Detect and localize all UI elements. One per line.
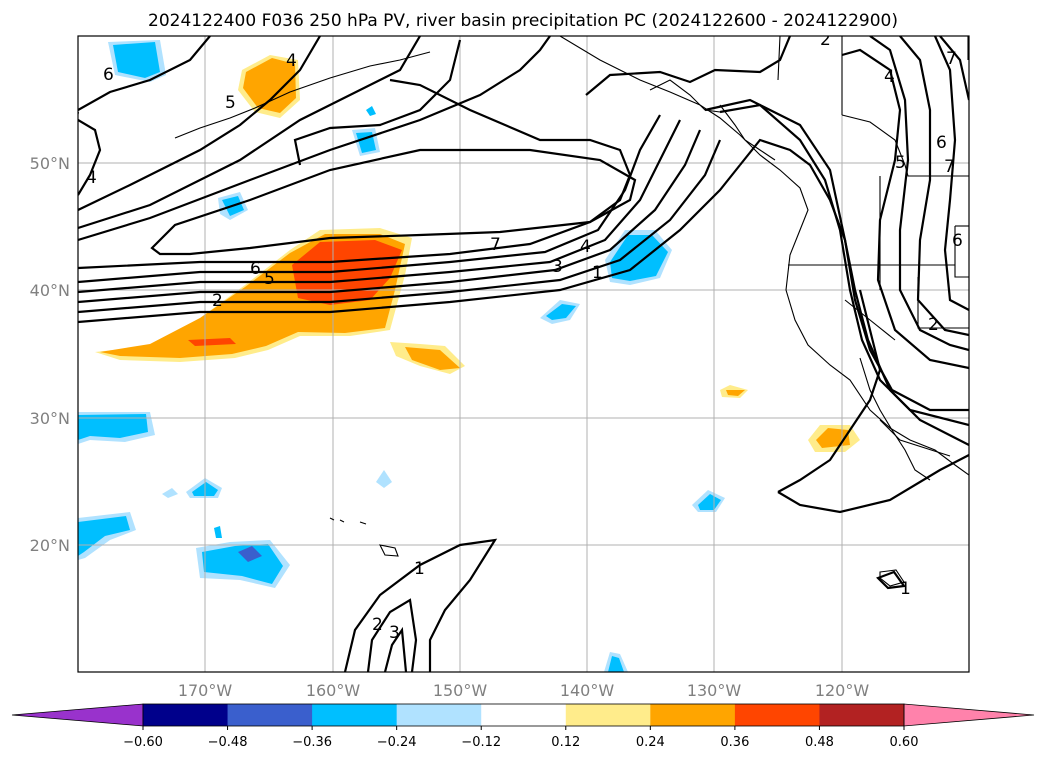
contour-label: 4	[286, 51, 297, 71]
colorbar-segment	[227, 704, 313, 726]
lon-label: 140°W	[560, 681, 615, 700]
colorbar-segment	[819, 704, 905, 726]
colorbar-segment	[312, 704, 398, 726]
colorbar-extend-min	[11, 703, 144, 727]
coastline	[174, 36, 969, 587]
colorbar-segment	[565, 704, 651, 726]
contour-label: 7	[944, 157, 955, 177]
colorbar-tick-label: −0.36	[292, 735, 332, 750]
contour-label: 4	[884, 67, 895, 87]
contour-label: 4	[580, 237, 591, 257]
map-title: 2024122400 F036 250 hPa PV, river basin …	[148, 11, 898, 31]
lat-label: 30°N	[30, 409, 70, 428]
contour-label: 2	[372, 615, 383, 635]
contour-label: 5	[225, 93, 236, 113]
lon-label: 130°W	[687, 681, 742, 700]
colorbar: −0.60 −0.48 −0.36 −0.24 −0.12 0.12 0.24 0.36 0.4…	[11, 703, 1035, 750]
contour-label: 3	[552, 257, 563, 277]
lat-label: 40°N	[30, 281, 70, 300]
colorbar-tick-label: 0.24	[636, 735, 665, 750]
colorbar-tick-label: −0.24	[377, 735, 417, 750]
colorbar-segment	[734, 704, 820, 726]
colorbar-tick-label: 0.48	[805, 735, 834, 750]
colorbar-tick-label: 0.12	[551, 735, 580, 750]
graticule	[78, 36, 969, 672]
colorbar-tick-label: −0.60	[123, 735, 163, 750]
latitude-labels: 50°N 40°N 30°N 20°N	[30, 154, 70, 555]
pv-contours	[78, 36, 969, 672]
contour-label: 5	[264, 269, 275, 289]
lon-label: 170°W	[178, 681, 233, 700]
contour-label: 2	[820, 30, 831, 50]
contour-label: 4	[86, 168, 97, 188]
colorbar-segment	[650, 704, 736, 726]
longitude-labels: 170°W 160°W 150°W 140°W 130°W 120°W	[178, 681, 870, 700]
contour-label: 2	[928, 315, 939, 335]
contour-label: 1	[414, 559, 425, 579]
map-panel: 6 4 5 4 2 7 6 5 2 7 4 3 1 6 1 2 3 1 7 6 …	[78, 30, 969, 672]
pv-contour-labels: 6 4 5 4 2 7 6 5 2 7 4 3 1 6 1 2 3 1 7 6 …	[86, 30, 963, 643]
lon-label: 120°W	[815, 681, 870, 700]
colorbar-segment	[143, 704, 229, 726]
colorbar-tick-label: 0.36	[720, 735, 749, 750]
colorbar-segment	[481, 704, 567, 726]
contour-label: 6	[103, 65, 114, 85]
contour-label: 2	[212, 291, 223, 311]
colorbar-tick-label: −0.12	[461, 735, 501, 750]
lon-label: 150°W	[433, 681, 488, 700]
lat-label: 20°N	[30, 536, 70, 555]
colorbar-extend-max	[903, 703, 1035, 727]
contour-label: 6	[936, 133, 947, 153]
precip-shading	[78, 40, 860, 672]
lat-label: 50°N	[30, 154, 70, 173]
contour-label: 1	[592, 263, 603, 283]
contour-label: 7	[946, 49, 957, 69]
colorbar-tick-label: −0.48	[208, 735, 248, 750]
map-frame	[77, 35, 970, 673]
colorbar-tick-label: 0.60	[890, 735, 919, 750]
contour-label: 3	[389, 623, 400, 643]
contour-label: 5	[895, 153, 906, 173]
contour-label: 6	[250, 259, 261, 279]
contour-label: 6	[952, 231, 963, 251]
contour-label: 7	[490, 235, 501, 255]
contour-label: 1	[900, 579, 911, 599]
colorbar-segment	[396, 704, 482, 726]
lon-label: 160°W	[306, 681, 361, 700]
